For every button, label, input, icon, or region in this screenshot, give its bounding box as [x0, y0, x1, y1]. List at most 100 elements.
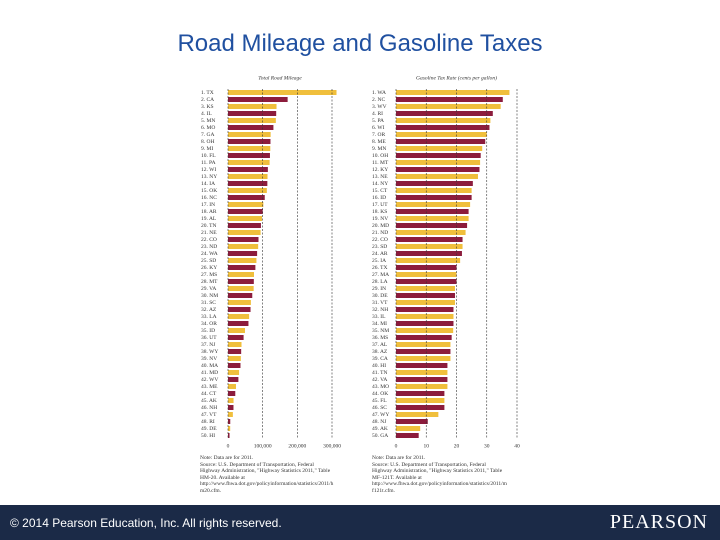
x-tick-label: 10 [424, 443, 430, 449]
bar [228, 216, 262, 221]
category-label: 30. DE [372, 293, 388, 299]
bar [396, 300, 455, 305]
source: Source: U.S. Department of Transportatio… [200, 461, 334, 494]
category-label: 18. AR [201, 209, 217, 215]
bar [396, 342, 451, 347]
category-label: 15. OK [201, 188, 217, 194]
bar [228, 356, 241, 361]
bar [228, 391, 236, 396]
bar [228, 405, 234, 410]
bar [228, 363, 241, 368]
category-label: 31. SC [201, 300, 216, 306]
x-tick-label: 40 [514, 443, 520, 449]
category-label: 13. NY [201, 174, 217, 180]
bar [396, 244, 463, 249]
bar [228, 167, 268, 172]
category-label: 8. ME [372, 139, 386, 145]
x-tick-label: 300,000 [323, 443, 341, 449]
category-label: 36. UT [201, 335, 217, 341]
category-label: 16. ID [372, 195, 386, 201]
chart-note: Note: Data are for 2011. Source: U.S. Dep… [372, 455, 507, 494]
bar [396, 111, 493, 116]
bar [228, 244, 259, 249]
category-label: 40. MA [201, 363, 218, 369]
bar [396, 391, 445, 396]
x-tick-label: 100,000 [254, 443, 272, 449]
logo: PEARSON [609, 511, 708, 533]
category-label: 17. UT [372, 202, 388, 208]
category-label: 2. NC [372, 97, 385, 103]
bar [396, 90, 510, 95]
copyright: © 2014 Pearson Education, Inc. All right… [10, 516, 282, 530]
note: Note: Data are for 2011. [372, 455, 426, 461]
bar [228, 335, 244, 340]
bar [396, 384, 448, 389]
bar [228, 146, 271, 151]
bar [396, 202, 471, 207]
category-label: 40. HI [372, 363, 386, 369]
category-label: 24. WA [201, 251, 218, 257]
bar [396, 419, 428, 424]
bar [228, 307, 251, 312]
bar [396, 349, 451, 354]
bar [228, 293, 253, 298]
bar [228, 202, 264, 207]
category-label: 49. DE [201, 426, 217, 432]
category-label: 50. GA [372, 433, 388, 439]
category-label: 25. IA [372, 258, 386, 264]
category-label: 6. MO [201, 125, 215, 131]
bar [228, 419, 231, 424]
bar [228, 223, 261, 228]
category-label: 11. PA [201, 160, 216, 166]
bar [396, 335, 452, 340]
bar [396, 195, 472, 200]
x-tick-label: 0 [395, 443, 398, 449]
category-label: 32. NH [372, 307, 388, 313]
category-label: 15. CT [372, 188, 388, 194]
bar [396, 433, 419, 438]
bar [228, 384, 236, 389]
category-label: 21. NE [201, 230, 217, 236]
category-label: 22. CO [201, 237, 217, 243]
bar [396, 321, 454, 326]
category-label: 39. CA [372, 356, 388, 362]
category-label: 42. VA [372, 377, 387, 383]
category-label: 25. SD [201, 258, 216, 264]
category-label: 17. IN [201, 202, 215, 208]
footer: © 2014 Pearson Education, Inc. All right… [0, 505, 720, 540]
category-label: 3. WV [372, 104, 387, 110]
bar [228, 342, 242, 347]
category-label: 2. CA [201, 97, 214, 103]
bar [396, 398, 445, 403]
category-label: 9. MN [372, 146, 386, 152]
bar [228, 139, 271, 144]
bar [228, 328, 245, 333]
category-label: 3. KS [201, 104, 214, 110]
bar [228, 153, 270, 158]
category-label: 20. MD [372, 223, 389, 229]
bar [396, 426, 421, 431]
category-label: 26. KY [201, 265, 217, 271]
category-label: 18. KS [372, 209, 387, 215]
category-label: 20. TN [201, 223, 217, 229]
bar [396, 307, 454, 312]
category-label: 35. NM [372, 328, 389, 334]
category-label: 19. AL [201, 216, 217, 222]
category-label: 36. MS [372, 335, 388, 341]
bar [396, 230, 466, 235]
category-label: 49. AK [372, 426, 388, 432]
bar [228, 230, 261, 235]
bar [396, 118, 491, 123]
bar [228, 412, 233, 417]
bar [228, 398, 234, 403]
bar [396, 405, 445, 410]
bar [228, 97, 288, 102]
bar [396, 258, 461, 263]
category-label: 26. TX [372, 265, 388, 271]
category-label: 9. MI [201, 146, 213, 152]
category-label: 5. PA [372, 118, 384, 124]
bar [228, 195, 265, 200]
category-label: 43. ME [201, 384, 218, 390]
